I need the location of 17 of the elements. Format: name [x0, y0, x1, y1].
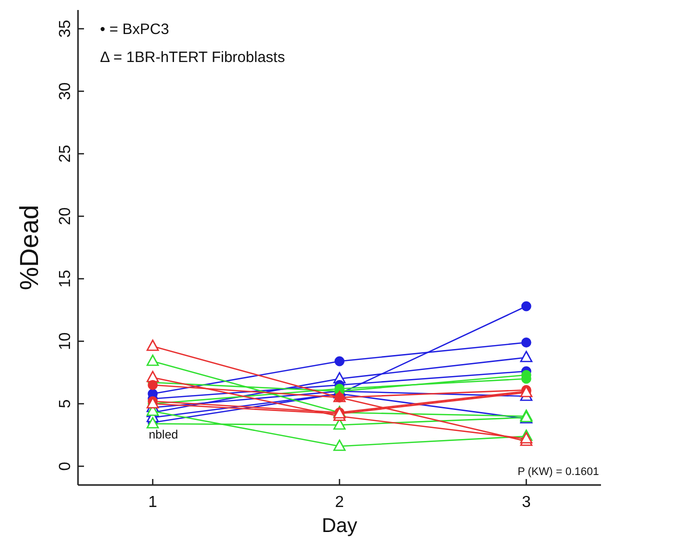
annotation: nbled	[148, 428, 178, 442]
y-tick-label: 15	[57, 270, 74, 288]
x-axis-title: Day	[322, 515, 358, 537]
x-tick-label: 3	[522, 494, 531, 511]
y-tick-label: 35	[57, 20, 74, 38]
x-tick-label: 2	[335, 494, 344, 511]
y-tick-label: 20	[57, 207, 74, 226]
x-tick-label: 1	[148, 494, 158, 511]
annotation: P (KW) = 0.1601	[518, 466, 599, 478]
y-tick-label: 30	[57, 82, 74, 100]
y-tick-label: 0	[57, 462, 74, 471]
annotation: Δ = 1BR-hTERT Fibroblasts	[100, 49, 285, 66]
y-tick-label: 10	[57, 332, 74, 350]
annotation: • = BxPC3	[100, 21, 170, 38]
y-tick-label: 25	[57, 144, 74, 163]
y-tick-label: 5	[57, 399, 74, 408]
y-axis-title: %Dead	[14, 204, 44, 290]
